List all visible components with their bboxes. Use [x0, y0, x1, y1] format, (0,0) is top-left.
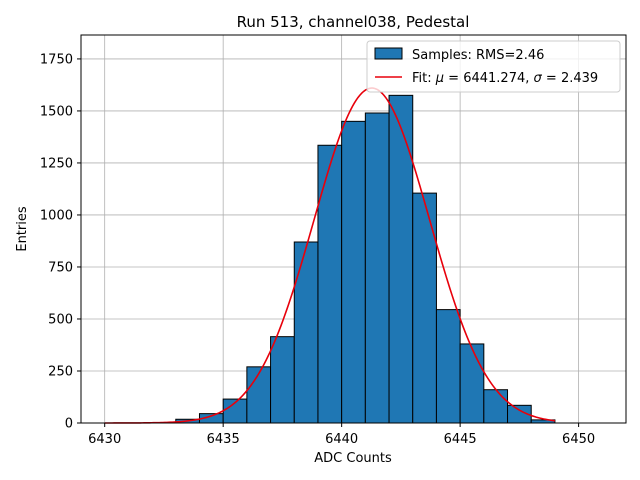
plot-frame: [80, 34, 627, 424]
x-axis-label: ADC Counts: [314, 451, 392, 466]
histogram-bar: [412, 192, 437, 424]
y-tick-label: 0: [65, 417, 73, 432]
histogram-bar: [435, 309, 461, 424]
histogram-bar: [483, 389, 509, 424]
histogram-bar: [246, 366, 272, 424]
y-tick-label: 500: [48, 312, 73, 327]
y-axis-label: Entries: [15, 206, 30, 252]
fit-separator: ,: [525, 71, 533, 86]
fit-mu-symbol: μ: [435, 71, 444, 86]
histogram-bar: [293, 241, 319, 424]
y-axis-ticks: 0 250 500 750 1000 1250 1500 1750: [40, 52, 81, 432]
histogram-bar: [341, 120, 366, 424]
fit-equals-mu: =: [444, 71, 463, 86]
histogram-bar: [317, 144, 343, 424]
chart-title: Run 513, channel038, Pedestal: [237, 13, 470, 31]
legend: Samples: RMS=2.46 Fit: μ = 6441.274, σ =…: [366, 40, 621, 93]
y-tick-label: 750: [48, 260, 73, 275]
x-tick-label: 6435: [207, 432, 240, 447]
x-tick-label: 6430: [88, 432, 121, 447]
y-tick-label: 1250: [40, 156, 73, 171]
y-tick-label: 1750: [40, 52, 73, 67]
fit-equals-sigma: =: [542, 71, 561, 86]
x-tick-label: 6450: [562, 432, 595, 447]
histogram-bar: [388, 94, 414, 424]
legend-swatch-samples: [374, 47, 403, 60]
histogram-bar: [270, 336, 295, 424]
fit-curve: [104, 87, 556, 424]
histogram-bar: [459, 343, 485, 424]
legend-label-fit: Fit: μ = 6441.274, σ = 2.439: [412, 71, 598, 86]
histogram-bar: [364, 112, 390, 424]
x-tick-label: 6445: [444, 432, 477, 447]
x-tick-label: 6440: [325, 432, 358, 447]
histogram-bars: [175, 94, 556, 424]
legend-label-samples: Samples: RMS=2.46: [412, 48, 544, 63]
y-tick-label: 250: [48, 364, 73, 379]
y-tick-label: 1000: [40, 208, 73, 223]
fit-label-prefix: Fit:: [412, 71, 436, 86]
y-tick-label: 1500: [40, 104, 73, 119]
fit-sigma-value: 2.439: [561, 71, 598, 86]
x-axis-ticks: 6430 6435 6440 6445 6450: [88, 423, 595, 447]
fit-sigma-symbol: σ: [534, 71, 543, 86]
legend-box: [366, 40, 621, 93]
fit-mu-value: 6441.274: [463, 71, 525, 86]
